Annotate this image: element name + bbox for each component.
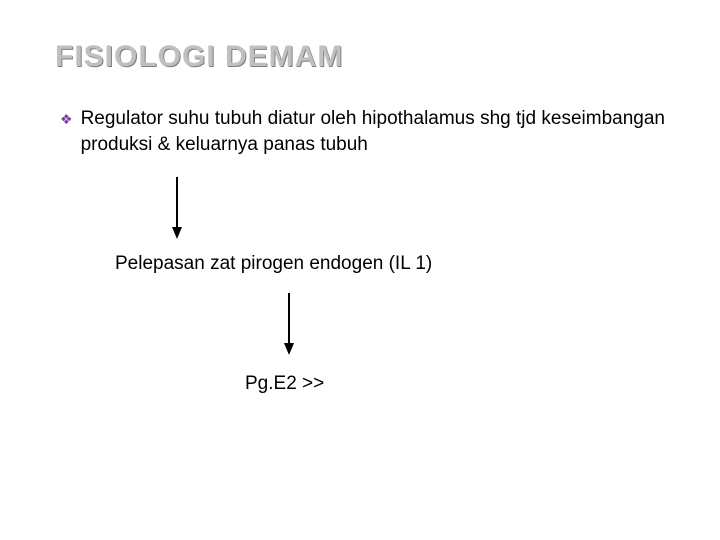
line-three-text: Pg.E2 >>	[245, 373, 665, 395]
arrow-down-2	[282, 293, 665, 355]
diamond-bullet-icon: ❖	[60, 110, 73, 129]
line-two-text: Pelepasan zat pirogen endogen (IL 1)	[115, 253, 665, 275]
page-title: FISIOLOGI DEMAM	[55, 40, 665, 74]
bullet-paragraph: ❖ Regulator suhu tubuh diatur oleh hipot…	[60, 106, 665, 157]
arrow-down-1	[170, 177, 665, 239]
content-block: ❖ Regulator suhu tubuh diatur oleh hipot…	[60, 106, 665, 395]
paragraph-text: Regulator suhu tubuh diatur oleh hipotha…	[81, 106, 665, 157]
